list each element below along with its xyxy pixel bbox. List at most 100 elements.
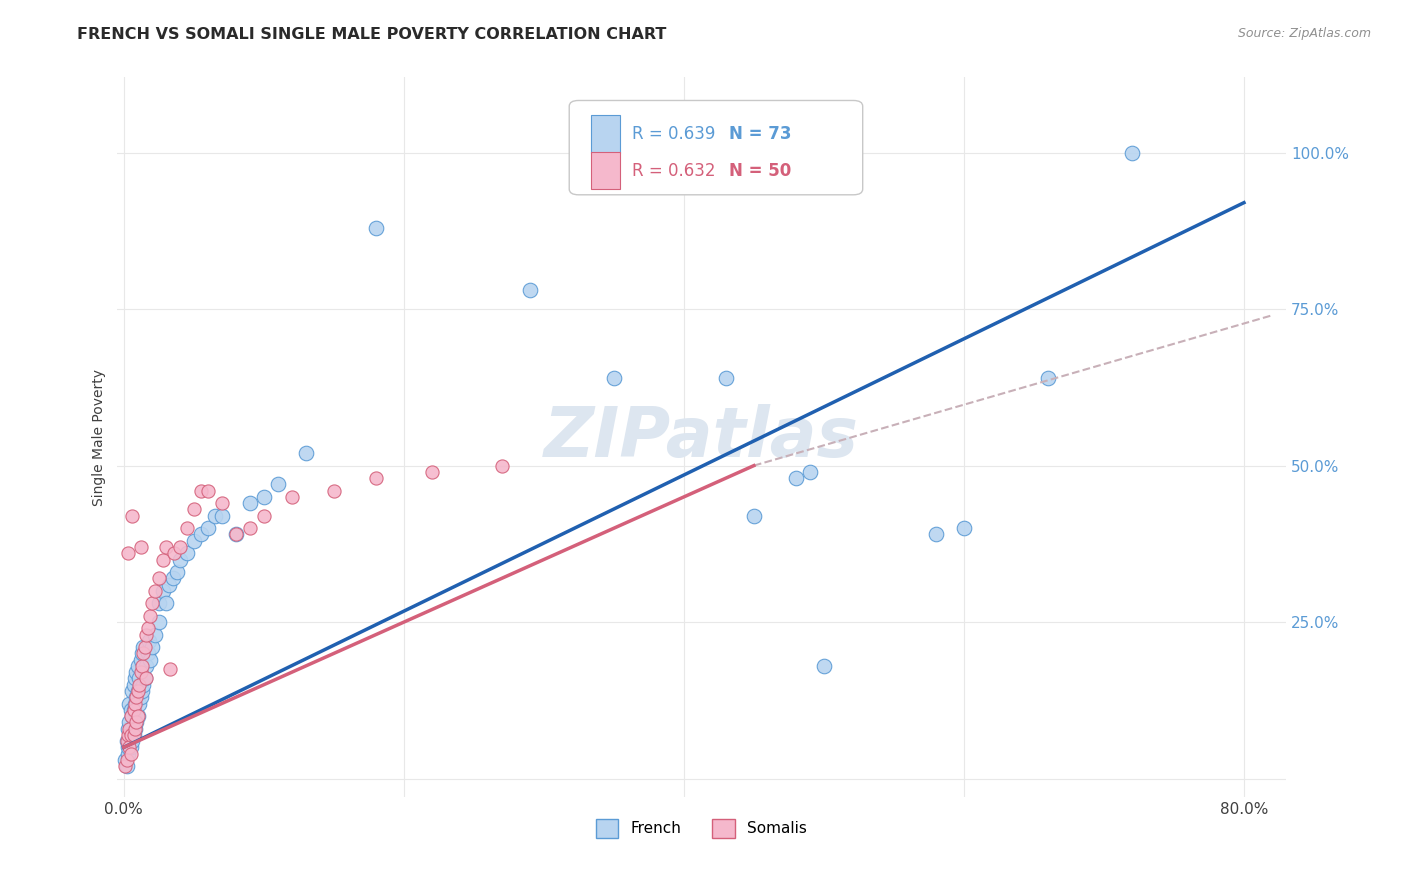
Point	[141, 640, 163, 655]
Point	[159, 662, 181, 676]
Point	[281, 490, 304, 504]
Point	[129, 690, 152, 705]
Point	[155, 596, 177, 610]
Point	[1121, 145, 1143, 160]
Point	[117, 722, 139, 736]
Point	[148, 596, 170, 610]
Point	[211, 496, 233, 510]
Point	[121, 508, 143, 523]
Text: N = 50: N = 50	[730, 161, 792, 179]
Text: R = 0.639: R = 0.639	[633, 125, 716, 143]
Point	[131, 659, 153, 673]
Point	[122, 678, 145, 692]
Point	[117, 740, 139, 755]
Point	[141, 596, 163, 610]
Point	[127, 709, 149, 723]
Point	[157, 577, 180, 591]
Point	[135, 628, 157, 642]
Point	[122, 703, 145, 717]
Point	[519, 283, 541, 297]
Point	[139, 653, 162, 667]
Legend: French, Somalis: French, Somalis	[589, 813, 813, 844]
Point	[114, 759, 136, 773]
Point	[225, 527, 247, 541]
Point	[118, 740, 141, 755]
Point	[127, 684, 149, 698]
Point	[132, 678, 155, 692]
Point	[117, 546, 139, 560]
Point	[225, 527, 247, 541]
Point	[120, 728, 142, 742]
Point	[152, 552, 174, 566]
Point	[125, 690, 148, 705]
Point	[125, 715, 148, 730]
Point	[143, 628, 166, 642]
Point	[169, 540, 191, 554]
Point	[114, 753, 136, 767]
Point	[176, 546, 198, 560]
Point	[267, 477, 290, 491]
Text: Source: ZipAtlas.com: Source: ZipAtlas.com	[1237, 27, 1371, 40]
Point	[420, 465, 443, 479]
FancyBboxPatch shape	[592, 115, 620, 153]
Point	[124, 722, 146, 736]
Point	[122, 728, 145, 742]
Point	[115, 734, 138, 748]
Point	[163, 546, 186, 560]
Point	[129, 653, 152, 667]
Point	[239, 521, 262, 535]
Point	[253, 508, 276, 523]
Point	[117, 728, 139, 742]
Point	[120, 709, 142, 723]
Point	[118, 697, 141, 711]
Text: ZIPatlas: ZIPatlas	[544, 404, 859, 471]
Point	[139, 608, 162, 623]
Point	[294, 446, 316, 460]
Point	[364, 220, 387, 235]
Point	[183, 502, 205, 516]
Point	[253, 490, 276, 504]
Point	[742, 508, 765, 523]
Point	[124, 697, 146, 711]
Point	[197, 483, 219, 498]
FancyBboxPatch shape	[592, 152, 620, 189]
Point	[121, 734, 143, 748]
Point	[120, 747, 142, 761]
Point	[125, 690, 148, 705]
Point	[138, 634, 160, 648]
Point	[115, 759, 138, 773]
Point	[134, 640, 156, 655]
Point	[118, 715, 141, 730]
Point	[115, 734, 138, 748]
FancyBboxPatch shape	[569, 101, 863, 194]
Point	[129, 665, 152, 680]
Point	[785, 471, 807, 485]
Point	[132, 647, 155, 661]
Point	[1036, 371, 1059, 385]
Point	[125, 715, 148, 730]
Point	[124, 722, 146, 736]
Point	[122, 703, 145, 717]
Point	[183, 533, 205, 548]
Text: N = 73: N = 73	[730, 125, 792, 143]
Point	[799, 465, 821, 479]
Point	[190, 527, 212, 541]
Point	[162, 571, 184, 585]
Point	[121, 684, 143, 698]
Point	[925, 527, 948, 541]
Point	[148, 615, 170, 629]
Point	[155, 540, 177, 554]
Point	[122, 728, 145, 742]
Point	[124, 697, 146, 711]
Point	[152, 583, 174, 598]
Point	[127, 659, 149, 673]
Point	[128, 697, 150, 711]
Point	[118, 722, 141, 736]
Point	[131, 684, 153, 698]
Point	[120, 722, 142, 736]
Point	[125, 665, 148, 680]
Point	[176, 521, 198, 535]
Text: FRENCH VS SOMALI SINGLE MALE POVERTY CORRELATION CHART: FRENCH VS SOMALI SINGLE MALE POVERTY COR…	[77, 27, 666, 42]
Y-axis label: Single Male Poverty: Single Male Poverty	[93, 369, 107, 506]
Point	[197, 521, 219, 535]
